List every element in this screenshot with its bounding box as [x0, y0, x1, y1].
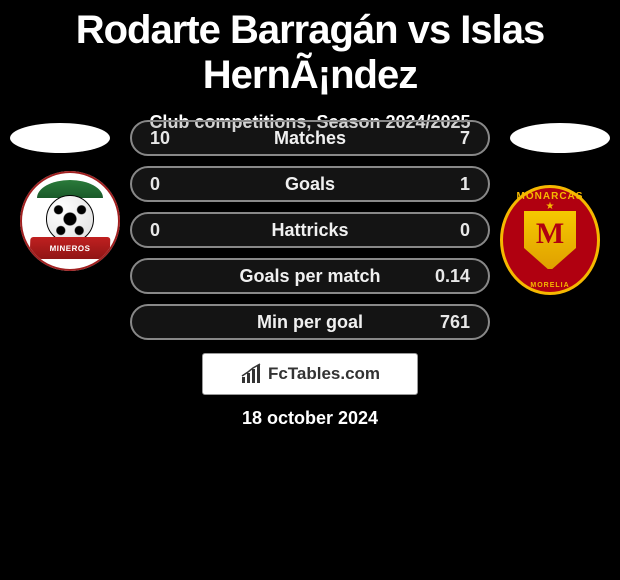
- stat-row: Goals per match 0.14: [130, 258, 490, 294]
- stat-row: 0 Hattricks 0: [130, 212, 490, 248]
- stat-label: Matches: [274, 128, 346, 149]
- stat-label: Goals: [285, 174, 335, 195]
- club-left-name: MINEROS: [49, 244, 90, 253]
- stat-row: Min per goal 761: [130, 304, 490, 340]
- player-badge-left: [10, 123, 110, 153]
- club-badge-left: MINEROS: [20, 171, 120, 271]
- stat-left-value: 0: [150, 174, 190, 195]
- stat-right-value: 761: [430, 312, 470, 333]
- brand-box: FcTables.com: [202, 353, 418, 395]
- player-badge-right: [510, 123, 610, 153]
- club-right-bottom-text: MORELIA: [500, 282, 600, 289]
- stat-label: Min per goal: [257, 312, 363, 333]
- stat-right-value: 1: [430, 174, 470, 195]
- stat-row: 0 Goals 1: [130, 166, 490, 202]
- club-badge-right: MONARCAS ★ M MORELIA: [500, 185, 600, 295]
- stats-table: 10 Matches 7 0 Goals 1 0 Hattricks 0 Goa…: [130, 120, 490, 350]
- page-title: Rodarte Barragán vs Islas HernÃ¡ndez: [0, 0, 620, 98]
- monarcas-logo: MONARCAS ★ M MORELIA: [500, 185, 600, 295]
- stat-label: Hattricks: [271, 220, 348, 241]
- stat-left-value: 10: [150, 128, 190, 149]
- stat-right-value: 0: [430, 220, 470, 241]
- soccer-ball-icon: [46, 195, 94, 243]
- mineros-logo: MINEROS: [20, 171, 120, 271]
- bar-chart-icon: [240, 363, 264, 385]
- stat-right-value: 0.14: [430, 266, 470, 287]
- stat-right-value: 7: [430, 128, 470, 149]
- stat-left-value: 0: [150, 220, 190, 241]
- brand-text: FcTables.com: [268, 364, 380, 384]
- stat-label: Goals per match: [239, 266, 380, 287]
- club-right-letter: M: [536, 217, 564, 251]
- date-text: 18 october 2024: [0, 408, 620, 429]
- stat-row: 10 Matches 7: [130, 120, 490, 156]
